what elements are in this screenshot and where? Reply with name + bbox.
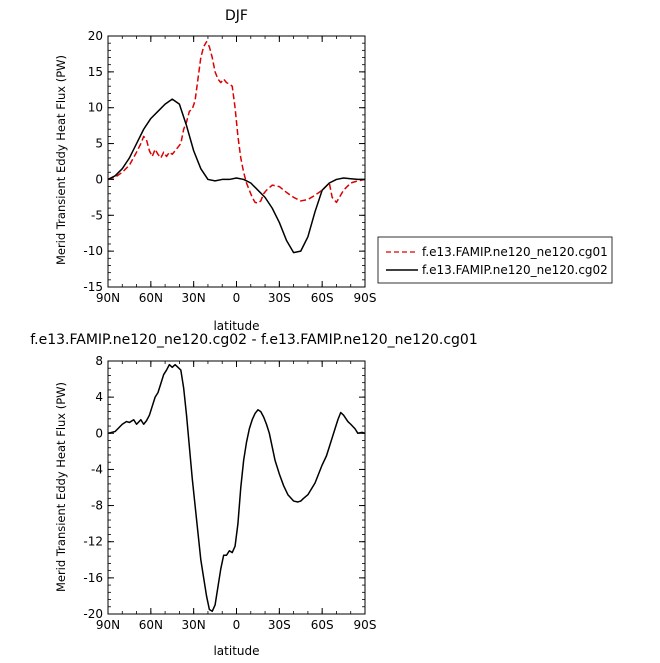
x-tick-label: 90N: [96, 291, 120, 305]
y-tick-label: 4: [95, 390, 103, 404]
y-tick-label: 15: [88, 65, 103, 79]
x-tick-label: 30N: [182, 291, 206, 305]
y-tick-label: 5: [95, 137, 103, 151]
y-tick-label: -16: [83, 571, 103, 585]
x-tick-label: 30S: [268, 291, 291, 305]
x-tick-label: 90S: [354, 291, 377, 305]
series-line-2: [107, 98, 365, 254]
legend-label-cg01: f.e13.FAMIP.ne120_ne120.cg01: [422, 245, 608, 259]
x-tick-label: 0: [233, 291, 241, 305]
chart-1-ylabel: Merid Transient Eddy Heat Flux (PW): [54, 55, 68, 265]
y-tick-label: 0: [95, 426, 103, 440]
chart-2: f.e13.FAMIP.ne120_ne120.cg02 - f.e13.FAM…: [30, 332, 478, 658]
x-tick-label: 0: [233, 618, 241, 632]
x-tick-label: 90N: [96, 618, 120, 632]
chart-1-lines: [107, 40, 366, 254]
chart-2-ticks: 90N 60N 30N 0 30S 60S 90S -20 -16 -12 -8 -4 0 4 8: [83, 354, 376, 632]
y-tick-label: -5: [91, 208, 103, 222]
x-tick-label: 30S: [268, 618, 291, 632]
chart-1-frame: [107, 35, 366, 288]
y-tick-label: -15: [83, 280, 103, 294]
y-tick-label: 10: [88, 101, 103, 115]
chart-2-ylabel: Merid Transient Eddy Heat Flux (PW): [54, 382, 68, 592]
y-tick-label: -4: [91, 462, 103, 476]
y-tick-label: -8: [91, 499, 103, 513]
x-tick-label: 30N: [182, 618, 206, 632]
x-tick-label: 60S: [311, 618, 334, 632]
y-tick-label: -10: [83, 244, 103, 258]
y-tick-label: 8: [95, 354, 103, 368]
chart-2-title: f.e13.FAMIP.ne120_ne120.cg02 - f.e13.FAM…: [30, 332, 478, 348]
y-tick-label: -20: [83, 607, 103, 621]
x-tick-label: 60N: [139, 291, 163, 305]
chart-1-legend: f.e13.FAMIP.ne120_ne120.cg01 f.e13.FAMIP…: [377, 236, 613, 284]
series-line-1: [107, 363, 366, 613]
chart-2-frame: [107, 360, 366, 615]
x-tick-label: 60S: [311, 291, 334, 305]
legend-box: [377, 236, 613, 284]
y-tick-label: 20: [88, 29, 103, 43]
legend-label-cg02: f.e13.FAMIP.ne120_ne120.cg02: [422, 263, 608, 277]
chart-1-xlabel: latitude: [213, 319, 259, 333]
chart-1-title: DJF: [225, 8, 248, 24]
chart-1: DJF Merid Transient Eddy Heat Flux (PW) …: [54, 8, 376, 333]
chart-2-xlabel: latitude: [213, 644, 259, 658]
chart-2-lines: [107, 363, 366, 613]
y-tick-label: -12: [83, 535, 103, 549]
series-line-1: [107, 40, 366, 204]
y-tick-label: 0: [95, 172, 103, 186]
x-tick-label: 60N: [139, 618, 163, 632]
x-tick-label: 90S: [354, 618, 377, 632]
